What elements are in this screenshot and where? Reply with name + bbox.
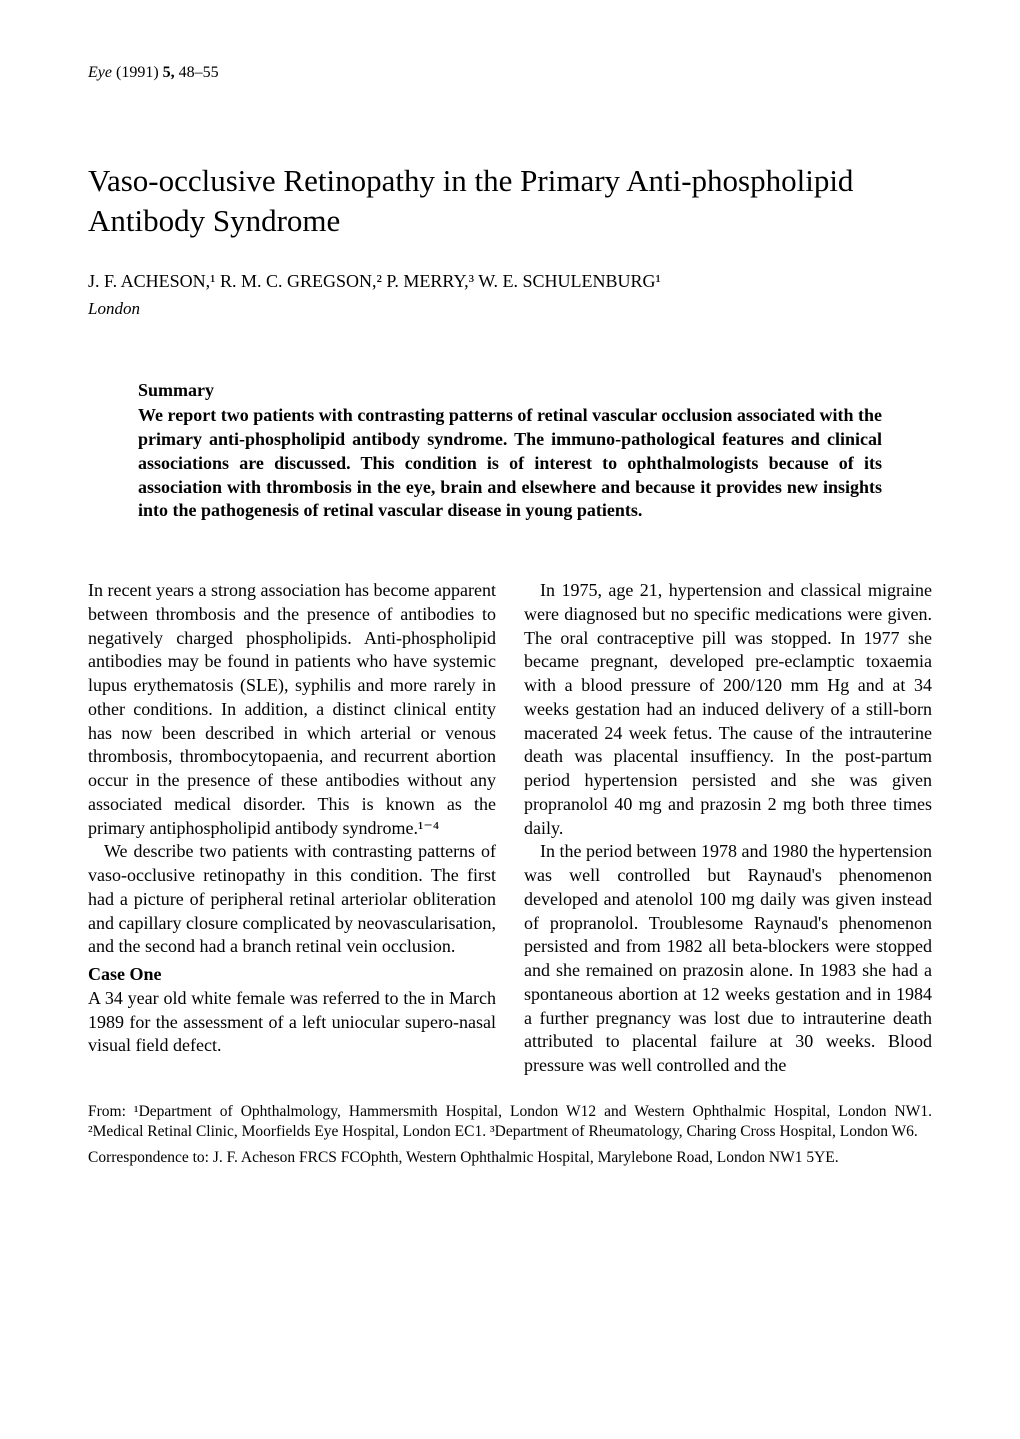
correspondence-footnote: Correspondence to: J. F. Acheson FRCS FC…: [88, 1148, 932, 1168]
journal-year: (1991): [116, 64, 159, 81]
body-paragraph: In recent years a strong association has…: [88, 579, 496, 840]
body-paragraph: In the period between 1978 and 1980 the …: [524, 840, 932, 1078]
article-title: Vaso-occlusive Retinopathy in the Primar…: [88, 161, 932, 240]
authors-line: J. F. ACHESON,¹ R. M. C. GREGSON,² P. ME…: [88, 270, 932, 294]
right-column: In 1975, age 21, hypertension and classi…: [524, 579, 932, 1078]
affiliations-footnote: From: ¹Department of Ophthalmology, Hamm…: [88, 1102, 932, 1142]
journal-pages: 48–55: [179, 64, 219, 81]
summary-heading: Summary: [138, 379, 882, 403]
case-heading: Case One: [88, 963, 496, 987]
body-columns: In recent years a strong association has…: [88, 579, 932, 1078]
left-column: In recent years a strong association has…: [88, 579, 496, 1078]
journal-volume: 5,: [163, 64, 175, 81]
summary-block: Summary We report two patients with cont…: [88, 379, 932, 524]
summary-text: We report two patients with contrasting …: [138, 404, 882, 523]
authors-location: London: [88, 298, 932, 320]
journal-name: Eye: [88, 64, 112, 81]
journal-reference: Eye (1991) 5, 48–55: [88, 62, 932, 83]
body-paragraph: A 34 year old white female was referred …: [88, 987, 496, 1058]
body-paragraph: We describe two patients with contrastin…: [88, 840, 496, 959]
body-paragraph: In 1975, age 21, hypertension and classi…: [524, 579, 932, 840]
